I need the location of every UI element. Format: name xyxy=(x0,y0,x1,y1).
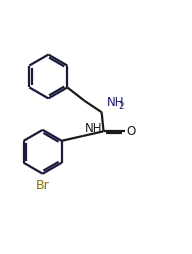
Text: NH: NH xyxy=(84,122,102,135)
Text: 2: 2 xyxy=(119,102,124,111)
Text: NH: NH xyxy=(106,96,124,109)
Text: O: O xyxy=(127,125,136,138)
Text: Br: Br xyxy=(36,179,50,193)
